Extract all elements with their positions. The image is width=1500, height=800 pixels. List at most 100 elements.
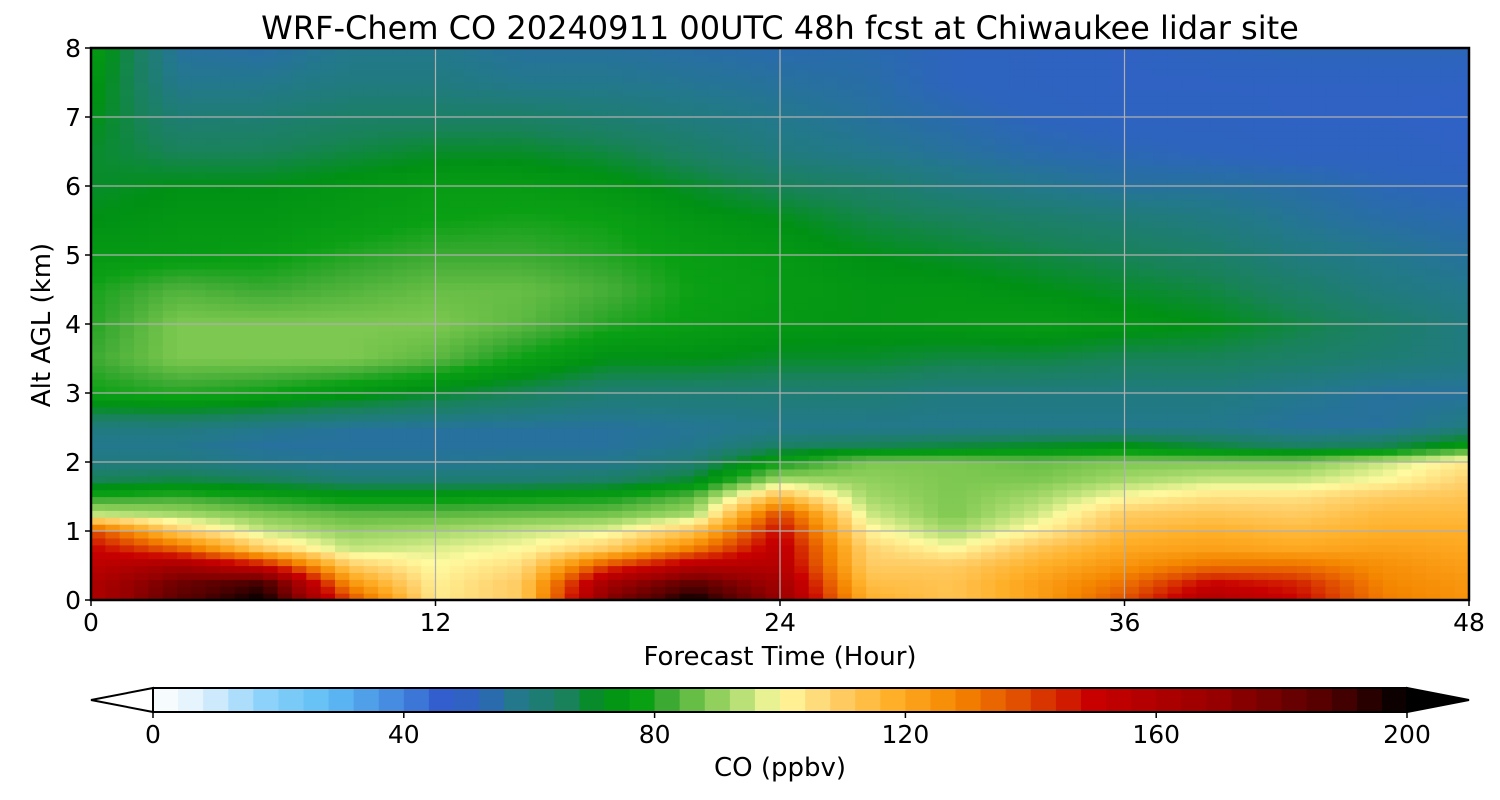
heatmap-cell	[220, 358, 236, 366]
heatmap-cell	[607, 462, 623, 470]
heatmap-cell	[952, 324, 968, 332]
heatmap-cell	[1397, 268, 1413, 277]
heatmap-cell	[91, 365, 106, 373]
heatmap-cell	[464, 503, 480, 511]
heatmap-cell	[937, 579, 953, 587]
heatmap-cell	[995, 386, 1011, 394]
heatmap-cell	[1138, 455, 1154, 463]
heatmap-cell	[406, 544, 422, 553]
heatmap-cell	[119, 434, 135, 442]
heatmap-cell	[1138, 579, 1154, 587]
heatmap-cell	[880, 455, 896, 463]
heatmap-cell	[894, 406, 910, 415]
heatmap-cell	[851, 393, 867, 401]
heatmap-cell	[650, 310, 666, 318]
heatmap-cell	[1239, 413, 1255, 422]
heatmap-cell	[1153, 324, 1169, 332]
heatmap-cell	[1325, 586, 1341, 594]
heatmap-cell	[823, 393, 839, 401]
heatmap-cell	[808, 399, 824, 408]
heatmap-cell	[550, 593, 566, 601]
heatmap-cell	[622, 551, 638, 560]
heatmap-cell	[349, 365, 365, 373]
heatmap-cell	[823, 344, 839, 353]
heatmap-cell	[980, 468, 996, 477]
heatmap-cell	[119, 386, 135, 394]
heatmap-cell	[277, 496, 293, 504]
heatmap-cell	[335, 565, 350, 573]
heatmap-cell	[1138, 517, 1154, 525]
heatmap-cell	[1009, 593, 1025, 601]
heatmap-cell	[894, 579, 910, 587]
heatmap-cell	[1440, 496, 1456, 504]
heatmap-cell	[607, 351, 623, 360]
heatmap-cell	[722, 275, 738, 284]
heatmap-cell	[1397, 386, 1413, 394]
heatmap-cell	[980, 510, 996, 518]
heatmap-cell	[966, 365, 982, 373]
heatmap-cell	[177, 282, 193, 291]
heatmap-cell	[234, 496, 250, 504]
heatmap-cell	[392, 386, 408, 394]
heatmap-cell	[1181, 427, 1197, 435]
heatmap-cell	[1296, 468, 1312, 477]
heatmap-cell	[507, 289, 523, 297]
heatmap-cell	[665, 372, 681, 380]
heatmap-cell	[392, 517, 408, 525]
heatmap-cell	[736, 579, 752, 587]
heatmap-cell	[1354, 330, 1370, 339]
heatmap-cell	[1067, 268, 1083, 277]
heatmap-cell	[1454, 372, 1470, 380]
heatmap-cell	[320, 289, 336, 297]
heatmap-cell	[1354, 496, 1370, 504]
heatmap-cell	[363, 241, 379, 249]
heatmap-cell	[751, 572, 767, 580]
heatmap-cell	[1382, 462, 1398, 470]
heatmap-cell	[794, 551, 810, 560]
heatmap-cell	[1454, 544, 1470, 553]
heatmap-cell	[851, 351, 867, 360]
heatmap-cell	[1311, 261, 1327, 270]
heatmap-cell	[1110, 413, 1126, 422]
heatmap-cell	[91, 593, 106, 601]
heatmap-cell	[1124, 593, 1140, 601]
heatmap-cell	[1411, 441, 1427, 449]
heatmap-cell	[320, 248, 336, 256]
heatmap-cell	[593, 255, 609, 263]
heatmap-cell	[191, 482, 207, 491]
heatmap-cell	[1268, 379, 1283, 387]
heatmap-cell	[205, 330, 221, 339]
heatmap-cell	[937, 441, 953, 449]
heatmap-cell	[1382, 413, 1398, 422]
heatmap-cell	[335, 255, 350, 263]
heatmap-cell	[1325, 289, 1341, 297]
heatmap-cell	[1454, 344, 1470, 353]
heatmap-cell	[765, 365, 781, 373]
heatmap-cell	[593, 448, 609, 456]
heatmap-cell	[478, 261, 494, 270]
heatmap-cell	[851, 510, 867, 518]
heatmap-cell	[1081, 593, 1097, 601]
heatmap-cell	[421, 565, 437, 573]
heatmap-cell	[1153, 503, 1169, 511]
heatmap-cell	[593, 330, 609, 339]
heatmap-cell	[751, 468, 767, 477]
heatmap-cell	[622, 427, 638, 435]
heatmap-cell	[105, 330, 121, 339]
heatmap-cell	[205, 268, 221, 277]
heatmap-cell	[1181, 372, 1197, 380]
heatmap-cell	[966, 296, 982, 304]
heatmap-cell	[119, 413, 135, 422]
heatmap-cell	[952, 544, 968, 553]
heatmap-cell	[492, 572, 508, 580]
heatmap-cell	[1239, 455, 1255, 463]
heatmap-cell	[693, 531, 709, 539]
heatmap-cell	[1239, 510, 1255, 518]
heatmap-cell	[1239, 351, 1255, 360]
heatmap-cell	[1138, 448, 1154, 456]
heatmap-cell	[823, 351, 839, 360]
heatmap-cell	[1095, 399, 1111, 408]
heatmap-cell	[693, 268, 709, 277]
heatmap-cell	[1368, 565, 1384, 573]
heatmap-cell	[665, 544, 681, 553]
